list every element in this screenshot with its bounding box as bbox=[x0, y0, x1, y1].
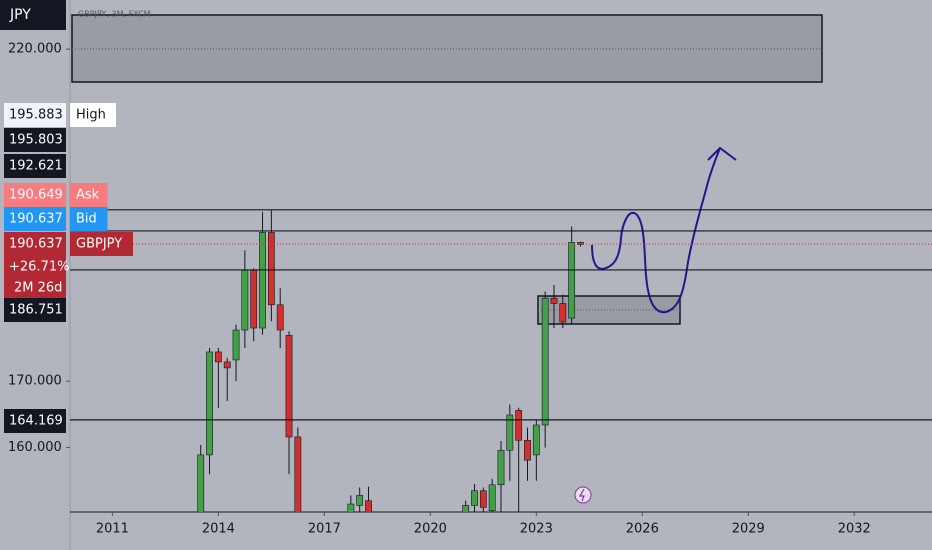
candle-body bbox=[285, 335, 293, 438]
candles bbox=[197, 209, 584, 512]
y-tick-label: 220.000 bbox=[8, 42, 62, 57]
price-label-box bbox=[4, 183, 66, 207]
y-tick-label: 160.000 bbox=[8, 440, 62, 455]
price-tag: Ask bbox=[76, 188, 100, 203]
candle-body bbox=[479, 490, 487, 508]
price-tag: High bbox=[76, 108, 106, 123]
candle-body bbox=[462, 505, 470, 512]
x-tick-label: 2017 bbox=[308, 522, 341, 537]
candle-body bbox=[550, 297, 558, 304]
candle-body bbox=[541, 297, 549, 426]
candle-body bbox=[259, 232, 266, 329]
candle-body bbox=[232, 329, 240, 361]
candle-body bbox=[488, 484, 496, 511]
symbol-header: GBPJPY, 3M, FXCM bbox=[78, 10, 151, 19]
price-label: 190.649 bbox=[9, 188, 63, 203]
x-tick-label: 2026 bbox=[626, 522, 659, 537]
candle-body bbox=[276, 304, 284, 331]
candle-body bbox=[197, 454, 205, 512]
candle-body bbox=[241, 269, 249, 331]
x-tick-label: 2029 bbox=[732, 522, 765, 537]
price-label-box bbox=[4, 128, 66, 152]
price-label-box bbox=[4, 154, 66, 178]
price-label-box bbox=[4, 298, 66, 322]
price-tag-box bbox=[70, 103, 116, 127]
candle-body bbox=[524, 439, 531, 461]
candle-body bbox=[532, 424, 540, 456]
candle-body bbox=[206, 351, 213, 456]
price-label: 195.803 bbox=[9, 133, 63, 148]
candle-body bbox=[568, 242, 576, 319]
bar-countdown: 2M 26d bbox=[14, 281, 62, 296]
candle-body bbox=[559, 303, 567, 323]
candle-body bbox=[267, 232, 275, 306]
candle-body bbox=[347, 503, 355, 512]
price-label: 195.883 bbox=[9, 108, 63, 123]
candle-body bbox=[365, 500, 372, 512]
price-tag: Bid bbox=[76, 212, 97, 227]
price-label: 190.637 bbox=[9, 237, 63, 252]
price-label-box bbox=[4, 232, 66, 298]
candle-body bbox=[515, 410, 523, 441]
candle-body bbox=[214, 351, 222, 363]
price-label-box bbox=[4, 103, 66, 127]
candle-body bbox=[506, 414, 514, 451]
event-icon-bolt bbox=[578, 488, 585, 502]
price-label: 186.751 bbox=[9, 303, 63, 318]
x-tick-label: 2023 bbox=[520, 522, 553, 537]
price-tag: GBPJPY bbox=[76, 237, 122, 252]
candle-body bbox=[294, 436, 302, 512]
x-tick-label: 2032 bbox=[838, 522, 871, 537]
price-tag-box bbox=[70, 207, 108, 231]
x-tick-label: 2014 bbox=[202, 522, 235, 537]
price-change: +26.71% bbox=[9, 260, 69, 275]
price-label: 190.637 bbox=[9, 212, 63, 227]
price-label-box bbox=[4, 409, 66, 433]
currency-label: JPY bbox=[9, 7, 31, 23]
x-tick-label: 2020 bbox=[414, 522, 447, 537]
event-icon bbox=[574, 486, 592, 504]
currency-box bbox=[0, 0, 66, 30]
candle-body bbox=[250, 269, 258, 329]
candle-body bbox=[356, 495, 364, 506]
price-label: 164.169 bbox=[9, 414, 63, 429]
candle-body bbox=[471, 490, 478, 506]
price-label-box bbox=[4, 207, 66, 231]
price-label: 192.621 bbox=[9, 159, 63, 174]
x-tick-label: 2011 bbox=[96, 522, 129, 537]
y-tick-label: 170.000 bbox=[8, 374, 62, 389]
hand-drawn-projection bbox=[591, 146, 737, 314]
price-tag-box bbox=[70, 232, 133, 256]
candle-body bbox=[223, 361, 231, 369]
candle-body bbox=[497, 449, 505, 486]
price-tag-box bbox=[70, 183, 108, 207]
